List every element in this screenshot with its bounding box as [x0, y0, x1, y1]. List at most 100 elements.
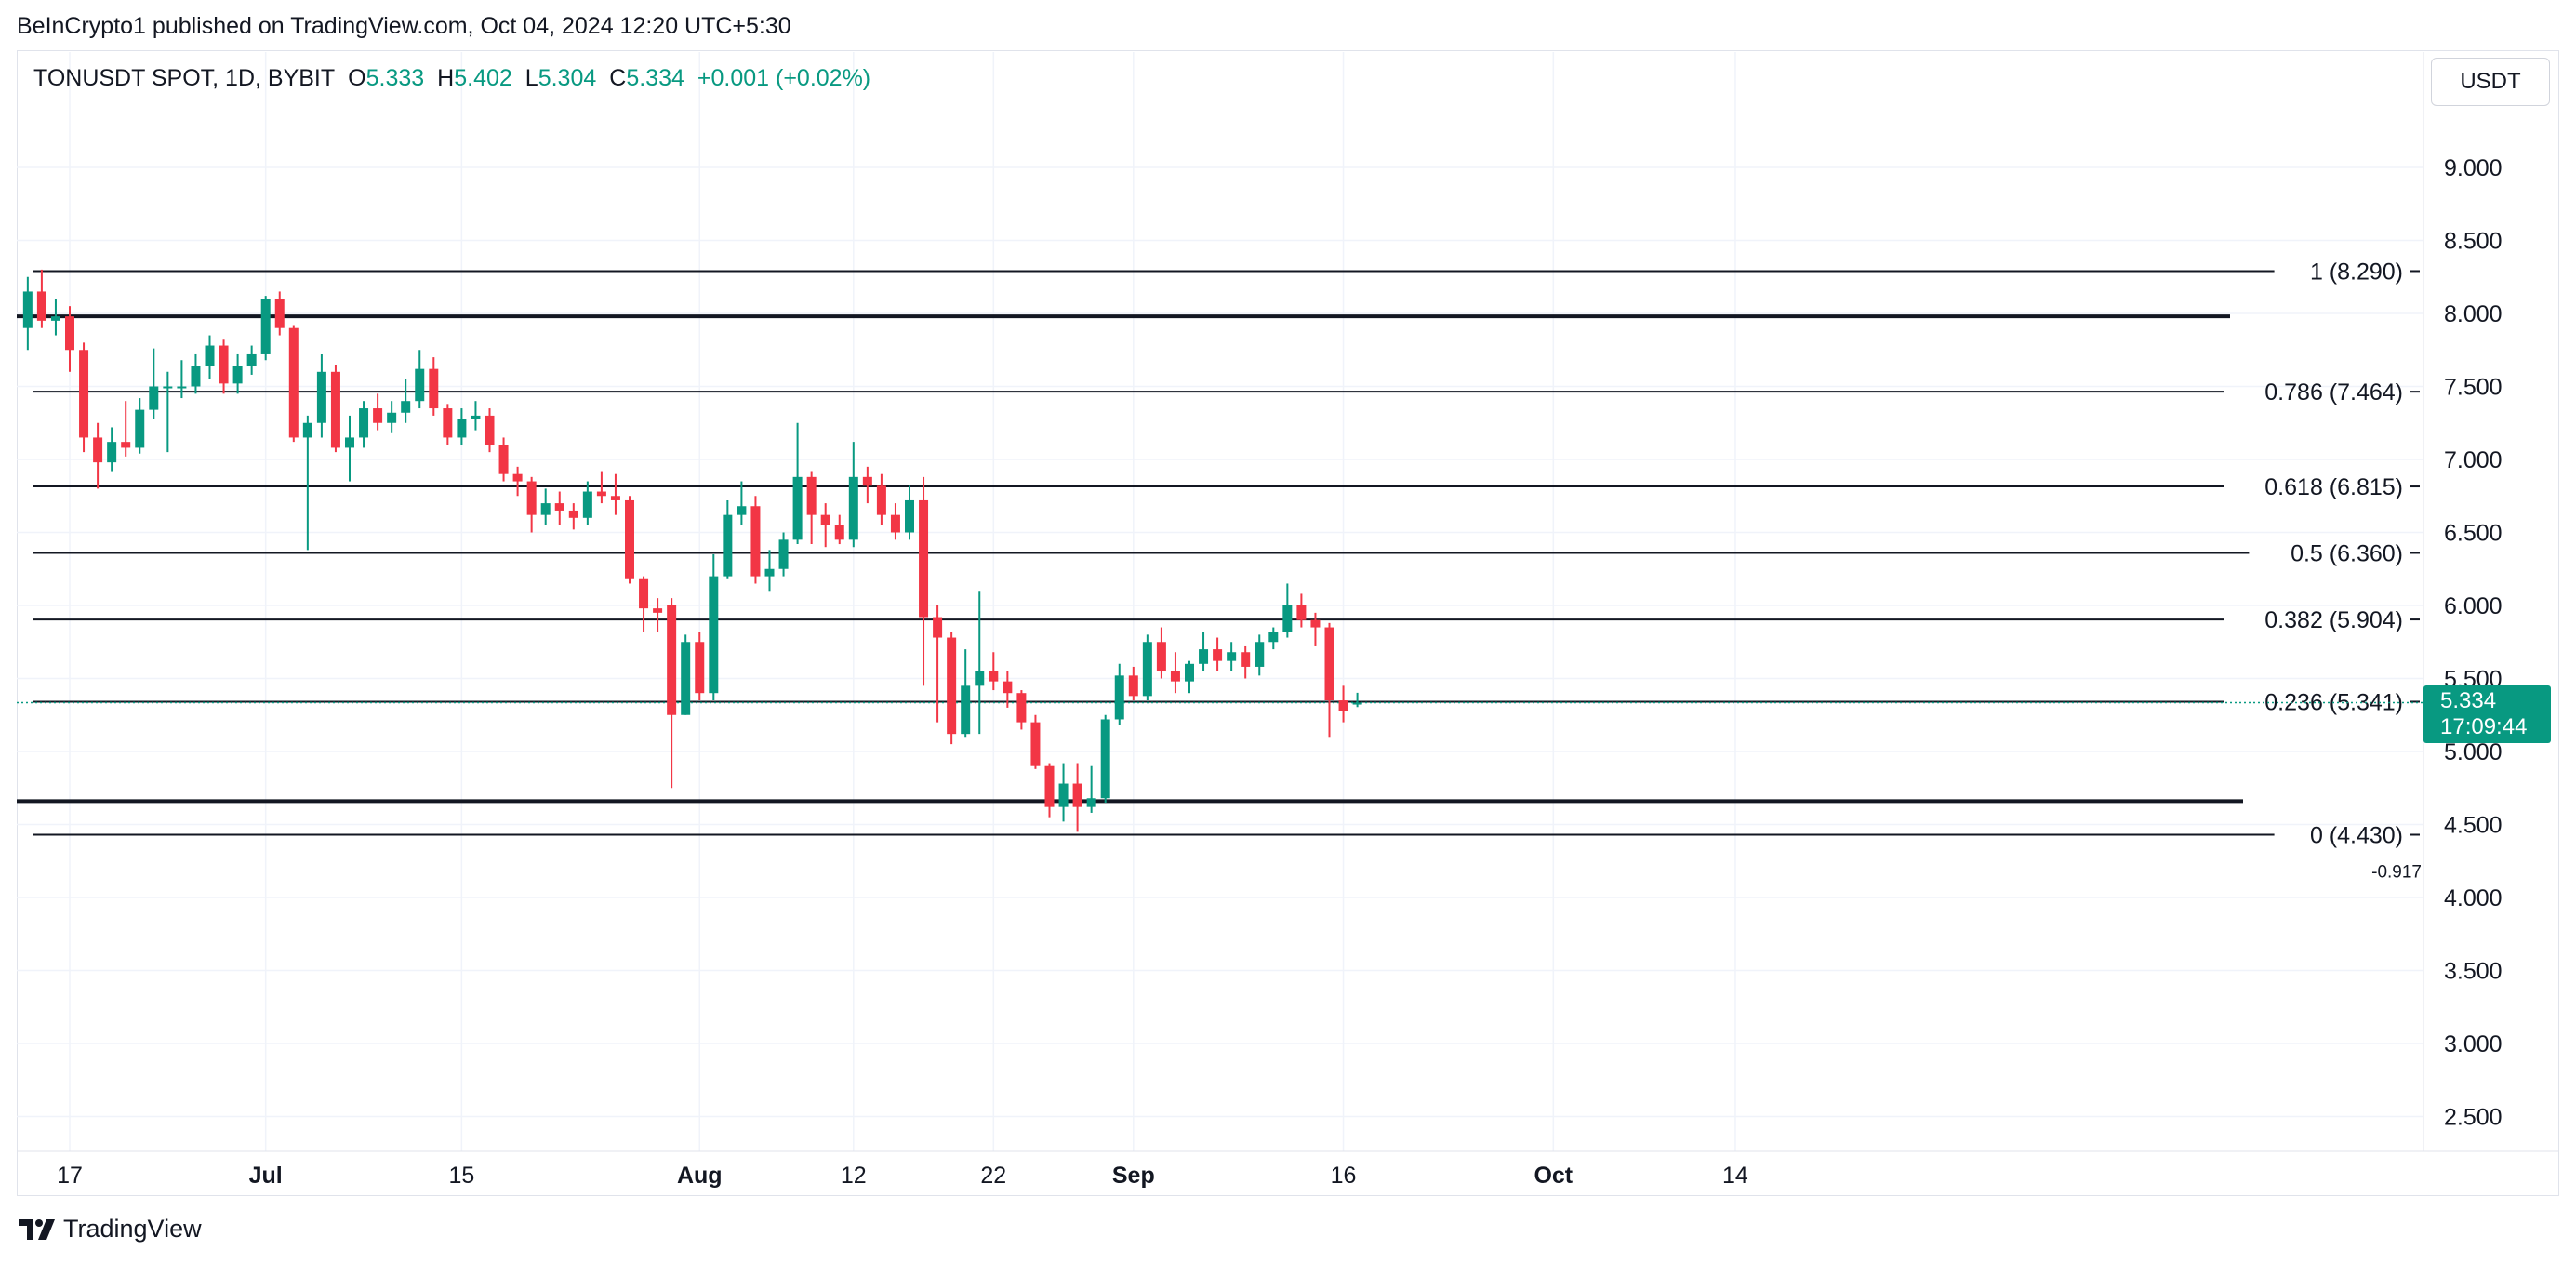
open-key: O: [348, 65, 366, 91]
candle-body: [1296, 605, 1307, 620]
candle-body: [582, 491, 592, 518]
fib-level-label: 0 (4.430): [2310, 822, 2403, 848]
candle: [1199, 632, 1209, 671]
candle: [540, 488, 551, 525]
candle-body: [1044, 765, 1055, 807]
candle: [149, 348, 159, 419]
candle: [288, 325, 299, 443]
open-value: 5.333: [365, 65, 425, 91]
candle-body: [737, 506, 747, 515]
candle-body: [778, 539, 789, 569]
candle-body: [219, 345, 229, 384]
currency-button[interactable]: USDT: [2431, 58, 2550, 106]
candle: [302, 415, 312, 551]
candle-body: [905, 499, 914, 533]
tradingview-logo[interactable]: TradingView: [19, 1215, 202, 1243]
candle: [834, 514, 844, 545]
candle-body: [1255, 642, 1265, 667]
candle: [1156, 627, 1166, 679]
candle: [792, 422, 803, 545]
candle: [1114, 663, 1124, 725]
candle-body: [1114, 675, 1124, 720]
candle-body: [36, 291, 46, 321]
candle-body: [512, 473, 523, 482]
candle: [1030, 714, 1041, 769]
candle-body: [639, 578, 649, 609]
fib-level-label: 0.786 (7.464): [2264, 379, 2403, 405]
candle: [975, 591, 985, 735]
candle: [876, 473, 886, 525]
candle-body: [1185, 663, 1194, 682]
x-tick-label: Oct: [1534, 1163, 1573, 1189]
candle-body: [667, 605, 677, 715]
candle: [1086, 765, 1096, 813]
candle: [639, 576, 649, 632]
candle: [1100, 714, 1110, 803]
candle-body: [862, 476, 872, 486]
candle: [205, 335, 215, 379]
candle: [737, 481, 747, 525]
candle: [778, 532, 789, 577]
candle-body: [975, 671, 985, 686]
x-tick-label: 14: [1722, 1163, 1748, 1189]
y-axis: 9.0008.5008.0007.5007.0006.5006.0005.500…: [2444, 155, 2503, 1131]
candle-body: [540, 503, 551, 515]
candle-body: [653, 608, 663, 613]
candle: [415, 350, 425, 409]
candle-body: [1003, 681, 1013, 694]
candle-body: [554, 503, 564, 511]
y-tick-label: 6.500: [2444, 521, 2503, 547]
candle: [359, 401, 369, 448]
candle-body: [1352, 702, 1362, 705]
candle-body: [274, 299, 285, 328]
candle-body: [764, 568, 775, 577]
candle: [1003, 671, 1013, 708]
candle: [764, 550, 775, 592]
candle-body: [596, 491, 606, 497]
candle-body: [205, 345, 215, 366]
y-tick-label: 9.000: [2444, 155, 2503, 181]
candle: [135, 398, 145, 454]
candle: [1324, 622, 1334, 738]
candle: [191, 353, 201, 394]
candle: [919, 476, 929, 686]
y-tick-label: 6.000: [2444, 593, 2503, 619]
candle-body: [1086, 798, 1096, 807]
candle-body: [1268, 632, 1279, 643]
candle: [1268, 627, 1279, 650]
candle: [1170, 652, 1180, 694]
low-value: 5.304: [538, 65, 597, 91]
candle-body: [1128, 675, 1138, 697]
candle-body: [1016, 693, 1027, 723]
candle-body: [568, 510, 578, 518]
candle-body: [834, 525, 844, 540]
candle-body: [443, 408, 453, 438]
y-tick-label: 8.000: [2444, 301, 2503, 327]
candle-body: [121, 442, 131, 448]
candle: [905, 485, 914, 540]
candle-body: [890, 514, 900, 533]
high-key: H: [437, 65, 455, 91]
candle-body: [526, 481, 537, 515]
candle-body: [415, 368, 425, 402]
candle: [401, 379, 411, 423]
candle: [1128, 666, 1138, 701]
candle-body: [961, 685, 971, 735]
candle-body: [610, 496, 620, 500]
candle: [219, 339, 229, 394]
candle-body: [876, 485, 886, 515]
chart-frame[interactable]: [17, 50, 2559, 1196]
candle: [1227, 642, 1237, 671]
candle: [316, 353, 326, 438]
fib-level-label: 0.382 (5.904): [2264, 607, 2403, 633]
candle-body: [709, 576, 719, 694]
y-tick-label: 3.000: [2444, 1031, 2503, 1057]
symbol-label[interactable]: TONUSDT SPOT, 1D, BYBIT: [33, 65, 336, 91]
candle: [232, 353, 243, 394]
candle: [596, 471, 606, 504]
candle-body: [163, 386, 173, 389]
candle: [610, 473, 620, 515]
x-tick-label: 17: [57, 1163, 83, 1189]
candle-body: [695, 642, 705, 694]
